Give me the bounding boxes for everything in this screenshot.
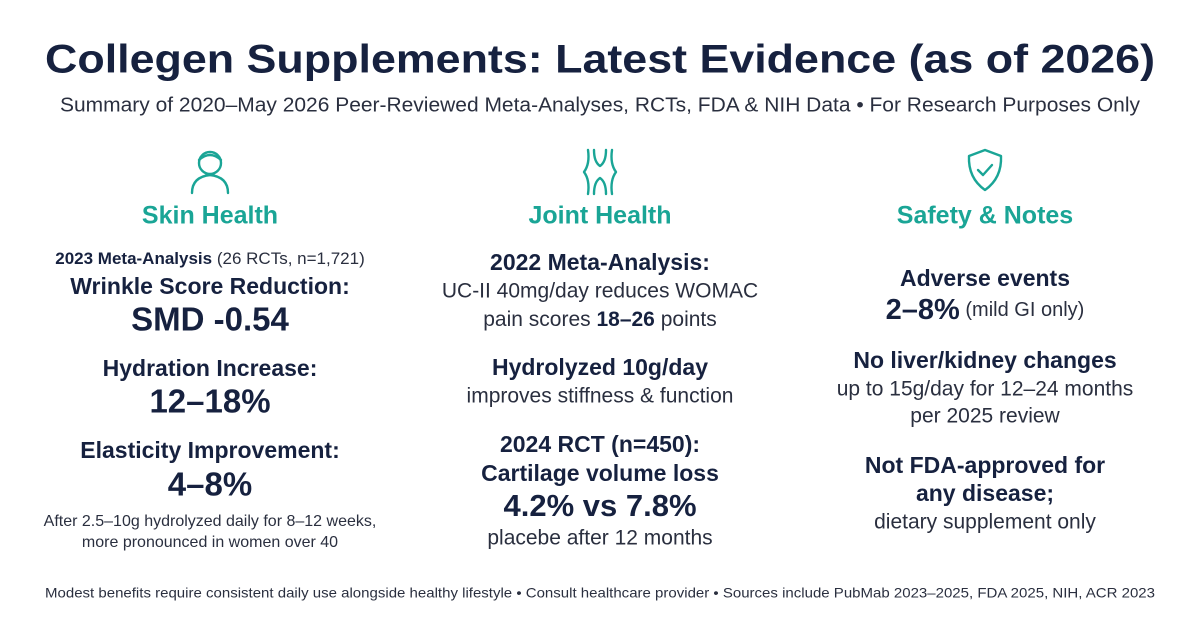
note: After 2.5–10g hydrolyzed daily for 8–12 …: [44, 513, 377, 530]
metric-label: 2022 Meta-Analysis:: [490, 249, 710, 275]
text-line: 2–8% (mild GI only): [886, 294, 1085, 326]
metric-value: 4–8%: [168, 466, 252, 503]
text-line: improves stiffness & function: [467, 385, 734, 408]
text-part: points: [655, 308, 717, 331]
title: Collegen Supplements: Latest Evidence (a…: [45, 38, 1155, 82]
text-line: pain scores 18–26 points: [483, 308, 717, 331]
metric-label: No liver/kidney changes: [853, 347, 1116, 373]
column-heading: Safety & Notes: [897, 202, 1073, 230]
metric-label: Elasticity Improvement:: [80, 437, 339, 463]
column-heading: Skin Health: [142, 202, 278, 230]
subtitle: Summary of 2020–May 2026 Peer-Reviewed M…: [60, 94, 1140, 116]
study-name: 2023 Meta-Analysis: [55, 249, 212, 268]
text-line: placebe after 12 months: [487, 527, 712, 550]
text-line: UC-II 40mg/day reduces WOMAC: [442, 280, 758, 303]
metric-label: any disease;: [916, 480, 1054, 506]
metric-label: 2024 RCT (n=450):: [500, 431, 700, 457]
text-part: pain scores: [483, 308, 596, 331]
text-line: up to 15g/day for 12–24 months: [837, 378, 1134, 401]
metric-value: 2–8%: [886, 294, 960, 326]
text-line: dietary supplement only: [874, 511, 1096, 534]
shield-icon: [967, 148, 1003, 192]
metric-label: Cartilage volume loss: [481, 460, 719, 486]
metric-label: Adverse events: [900, 265, 1070, 291]
metric-value: SMD -0.54: [131, 301, 289, 338]
study-detail: (26 RCTs, n=1,721): [212, 249, 365, 268]
metric-label: Hydrolyzed 10g/day: [492, 354, 708, 380]
person-icon: [190, 150, 230, 195]
column-heading: Joint Health: [528, 202, 671, 230]
footer: Modest benefits require consistent daily…: [45, 585, 1155, 601]
metric-value: 4.2% vs 7.8%: [503, 488, 696, 523]
metric-label: Wrinkle Score Reduction:: [70, 273, 349, 299]
joint-icon: [582, 148, 618, 196]
metric-value: 12–18%: [149, 383, 270, 420]
text-highlight: 18–26: [596, 308, 654, 331]
note: more pronounced in women over 40: [82, 534, 338, 551]
text-line: per 2025 review: [910, 405, 1060, 428]
study-line: 2023 Meta-Analysis (26 RCTs, n=1,721): [55, 249, 364, 268]
metric-label: Hydration Increase:: [103, 355, 318, 381]
metric-label: Not FDA-approved for: [865, 452, 1105, 478]
text-part: (mild GI only): [960, 299, 1084, 321]
